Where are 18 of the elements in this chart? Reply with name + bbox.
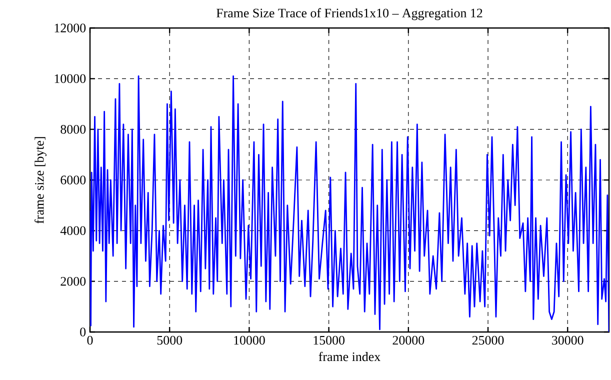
y-axis-title: frame size [byte] xyxy=(34,137,46,224)
y-tick-label: 12000 xyxy=(54,24,86,32)
y-tick-label: 8000 xyxy=(60,124,86,134)
x-tick-label: 15000 xyxy=(314,336,345,345)
x-tick-label: 0 xyxy=(87,336,93,345)
x-tick-label: 25000 xyxy=(472,336,504,345)
x-axis-title: frame index xyxy=(318,352,380,362)
chart-title: Frame Size Trace of Friends1x10 – Aggregation 12 xyxy=(216,8,482,20)
y-tick-label: 4000 xyxy=(60,226,86,236)
y-tick-label: 0 xyxy=(80,328,86,336)
y-tick-label: 2000 xyxy=(60,276,86,286)
x-tick-label: 5000 xyxy=(157,336,182,345)
y-tick-label: 6000 xyxy=(60,176,86,184)
line-series xyxy=(90,75,610,332)
x-tick-label: 20000 xyxy=(392,336,424,345)
x-tick-label: 30000 xyxy=(552,336,584,345)
x-tick-label: 10000 xyxy=(234,336,265,345)
y-tick-label: 10000 xyxy=(54,74,86,84)
